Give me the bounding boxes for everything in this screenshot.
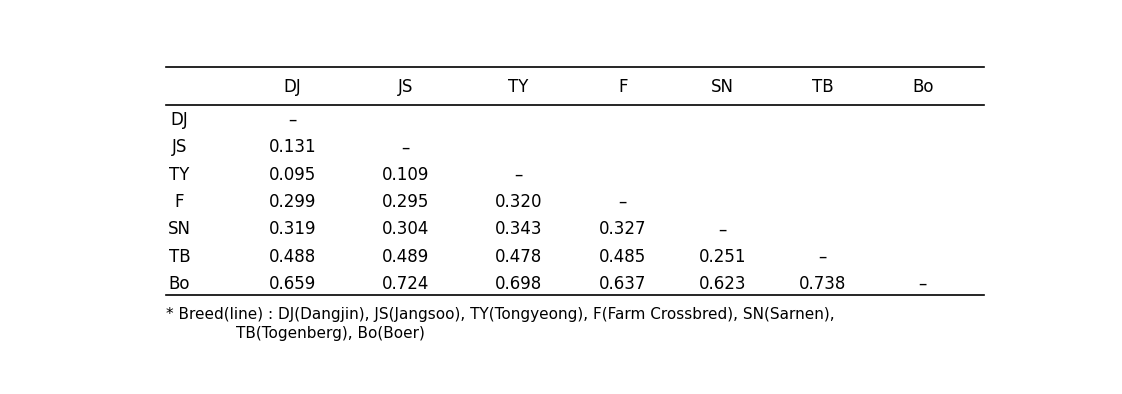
Text: 0.698: 0.698 [495, 275, 542, 293]
Text: –: – [288, 111, 296, 129]
Text: 0.299: 0.299 [269, 193, 316, 211]
Text: –: – [402, 138, 410, 156]
Text: DJ: DJ [171, 111, 188, 129]
Text: JS: JS [172, 138, 187, 156]
Text: JS: JS [398, 78, 413, 96]
Text: 0.724: 0.724 [381, 275, 429, 293]
Text: 0.319: 0.319 [268, 220, 316, 238]
Text: Bo: Bo [168, 275, 190, 293]
Text: SN: SN [711, 78, 734, 96]
Text: 0.320: 0.320 [495, 193, 542, 211]
Text: –: – [618, 193, 627, 211]
Text: TY: TY [169, 166, 190, 184]
Text: 0.095: 0.095 [269, 166, 316, 184]
Text: 0.637: 0.637 [599, 275, 646, 293]
Text: TB: TB [168, 247, 191, 266]
Text: 0.327: 0.327 [599, 220, 646, 238]
Text: * Breed(line) : DJ(Dangjin), JS(Jangsoo), TY(Tongyeong), F(Farm Crossbred), SN(S: * Breed(line) : DJ(Dangjin), JS(Jangsoo)… [166, 307, 835, 322]
Text: 0.738: 0.738 [799, 275, 846, 293]
Text: F: F [618, 78, 627, 96]
Text: 0.251: 0.251 [699, 247, 746, 266]
Text: Bo: Bo [912, 78, 934, 96]
Text: 0.131: 0.131 [268, 138, 316, 156]
Text: –: – [719, 220, 727, 238]
Text: 0.343: 0.343 [495, 220, 542, 238]
Text: 0.488: 0.488 [269, 247, 316, 266]
Text: 0.659: 0.659 [269, 275, 316, 293]
Text: –: – [819, 247, 827, 266]
Text: 0.623: 0.623 [699, 275, 746, 293]
Text: TB: TB [812, 78, 834, 96]
Text: 0.304: 0.304 [381, 220, 429, 238]
Text: F: F [175, 193, 184, 211]
Text: TY: TY [508, 78, 528, 96]
Text: 0.295: 0.295 [381, 193, 429, 211]
Text: SN: SN [168, 220, 191, 238]
Text: 0.485: 0.485 [599, 247, 646, 266]
Text: DJ: DJ [284, 78, 302, 96]
Text: 0.478: 0.478 [495, 247, 542, 266]
Text: TB(Togenberg), Bo(Boer): TB(Togenberg), Bo(Boer) [236, 327, 425, 342]
Text: –: – [919, 275, 927, 293]
Text: 0.489: 0.489 [381, 247, 429, 266]
Text: –: – [514, 166, 523, 184]
Text: 0.109: 0.109 [381, 166, 429, 184]
